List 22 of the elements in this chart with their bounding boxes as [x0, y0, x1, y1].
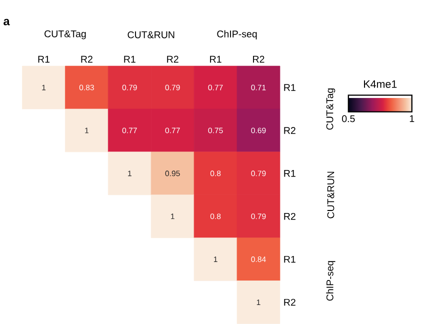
text: CUT&RUN — [128, 31, 174, 38]
x-tick-label: R2 — [253, 56, 264, 63]
y-tick-label: R2 — [284, 213, 296, 220]
y-tick-label: R2 — [284, 127, 296, 134]
text: CUT&RUN — [327, 172, 334, 218]
text: ChIP-seq — [217, 30, 257, 40]
y-tick-label: R1 — [284, 84, 296, 91]
text: a — [4, 18, 10, 26]
color-bar-label: 0.5 — [342, 115, 355, 122]
x-tick-label: R1 — [38, 56, 50, 63]
text: CUT&Tag — [326, 88, 336, 130]
x-tick-label: R1 — [124, 56, 136, 63]
x-tick-label: R2 — [167, 56, 178, 63]
text: ChIP-seq — [326, 261, 336, 301]
x-tick-label: R1 — [210, 56, 222, 63]
color-bar-title: K4me1 — [364, 80, 397, 88]
x-tick-label: R2 — [81, 56, 92, 63]
y-tick-label: R2 — [284, 298, 296, 306]
color-bar-label: 1 — [410, 115, 414, 122]
text: CUT&Tag — [44, 30, 86, 40]
y-tick-label: R1 — [284, 256, 296, 263]
y-tick-label: R1 — [284, 170, 296, 177]
